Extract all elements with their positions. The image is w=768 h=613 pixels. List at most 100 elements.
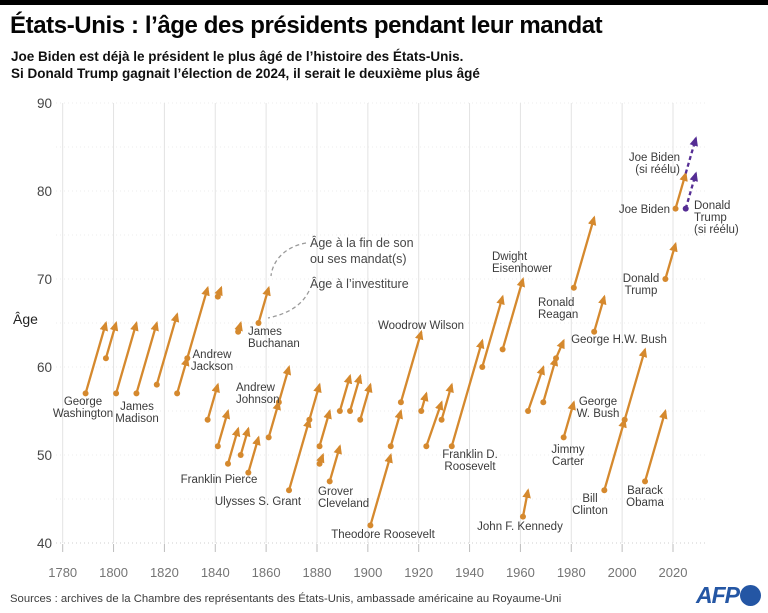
president-dot-ulysses-s-grant	[286, 487, 293, 494]
president-dot-harry-s-truman	[479, 364, 486, 370]
annotation-investiture: Âge à l’investiture	[310, 276, 409, 291]
president-dot-andrew-jackson	[184, 355, 191, 362]
president-arrow-james-madison	[135, 321, 159, 394]
y-tick-label: 90	[37, 96, 52, 111]
president-dot-george-washington	[82, 390, 89, 397]
president-dot-bill-clinton	[601, 487, 608, 494]
president-arrow-jimmy-carter	[562, 400, 576, 438]
president-arrow-james-k-polk	[226, 426, 241, 465]
president-label-james-madison: James Madison	[115, 401, 158, 425]
president-dot-thomas-jefferson	[113, 390, 120, 397]
president-dot-george-h-w-bush	[591, 328, 598, 335]
president-arrow-theodore-roosevelt	[369, 453, 393, 526]
x-tick-label: 1980	[557, 565, 586, 580]
president-dot-john-adams	[102, 355, 109, 362]
president-label-donald-trump: Donald Trump	[623, 273, 659, 297]
president-dot-james-buchanan	[255, 320, 262, 326]
top-border	[0, 0, 768, 5]
subtitle-line-1: Joe Biden est déjà le président le plus …	[11, 49, 464, 64]
president-dot-herbert-hoover	[438, 416, 445, 423]
president-arrow-andrew-jackson	[186, 285, 210, 359]
x-tick-label: 1840	[201, 565, 230, 580]
president-arrow-george-h-w-bush	[593, 294, 607, 333]
president-arrow-lyndon-b-johnson	[526, 365, 545, 412]
president-arrow-james-monroe	[155, 312, 180, 385]
president-dot-rutherford-b-hayes	[306, 416, 313, 423]
president-arrow-franklin-d-roosevelt	[450, 338, 485, 447]
president-arrow-andrew-johnson	[277, 365, 292, 403]
president-dot-william-mckinley	[357, 416, 364, 423]
president-dot-andrew-johnson	[275, 399, 282, 406]
president-dot-william-henry-harrison	[214, 293, 221, 300]
president-dot-franklin-pierce	[245, 469, 252, 476]
president-arrow-franklin-pierce	[247, 435, 261, 473]
president-label-jimmy-carter: Jimmy Carter	[551, 444, 584, 468]
x-tick-label: 1900	[353, 565, 382, 580]
president-dot-grover-cleveland	[326, 478, 333, 485]
president-dot-chester-a-arthur	[316, 443, 323, 450]
x-tick-label: 1780	[48, 565, 77, 580]
president-arrow-woodrow-wilson	[399, 329, 424, 403]
president-arrow-richard-nixon	[542, 356, 559, 403]
president-label-donald-trump-si-r-lu: Donald Trump (si réélu)	[694, 200, 739, 236]
y-axis-title: Âge	[13, 311, 38, 327]
president-dot-martin-van-buren	[204, 416, 211, 423]
president-dot-lyndon-b-johnson	[525, 408, 532, 414]
president-arrow-chester-a-arthur	[318, 409, 332, 447]
president-arrow-joe-biden	[674, 171, 688, 209]
president-dot-dwight-eisenhower	[499, 346, 506, 353]
y-tick-label: 40	[37, 536, 52, 551]
president-label-joe-biden: Joe Biden	[619, 204, 670, 216]
president-arrow-abraham-lincoln	[267, 400, 281, 438]
annotation-curve-end	[270, 242, 307, 277]
president-dot-franklin-d-roosevelt	[448, 443, 455, 450]
x-tick-label: 1960	[506, 565, 535, 580]
president-label-franklin-pierce: Franklin Pierce	[181, 474, 258, 486]
president-label-andrew-johnson: Andrew Johnson	[236, 382, 279, 406]
annotation-curve-start	[267, 290, 310, 319]
projection-arrow-joe-biden-si-r-lu	[684, 136, 698, 174]
president-arrow-john-tyler	[216, 409, 231, 447]
president-arrow-millard-fillmore	[239, 426, 251, 456]
president-arrow-donald-trump	[664, 241, 678, 280]
afp-globe-icon	[740, 585, 761, 606]
president-dot-james-monroe	[153, 381, 160, 388]
projection-arrow-donald-trump-si-r-lu	[684, 171, 698, 209]
president-label-joe-biden-si-r-lu: Joe Biden (si réélu)	[629, 152, 680, 176]
president-arrow-john-adams	[104, 321, 119, 359]
y-tick-label: 50	[37, 448, 52, 463]
y-tick-label: 80	[37, 184, 52, 199]
president-label-bill-clinton: Bill Clinton	[572, 493, 608, 517]
x-tick-label: 1800	[99, 565, 128, 580]
president-label-grover-cleveland: Grover Cleveland	[318, 486, 369, 510]
president-label-woodrow-wilson: Woodrow Wilson	[378, 320, 464, 332]
subtitle-line-2: Si Donald Trump gagnait l’élection de 20…	[11, 65, 480, 81]
president-arrow-william-mckinley	[359, 382, 373, 421]
president-label-theodore-roosevelt: Theodore Roosevelt	[331, 529, 435, 541]
president-dot-warren-g-harding	[418, 408, 425, 414]
president-dot-george-w-bush	[621, 416, 628, 423]
president-dot-abraham-lincoln	[265, 434, 272, 441]
president-label-george-h-w-bush: George H.W. Bush	[571, 334, 667, 346]
president-dot-jimmy-carter	[560, 434, 567, 441]
x-tick-label: 1880	[303, 565, 332, 580]
x-tick-label: 1820	[150, 565, 179, 580]
president-arrow-ronald-reagan	[572, 215, 597, 289]
president-dot-james-madison	[133, 390, 140, 397]
president-dot-woodrow-wilson	[397, 399, 404, 406]
x-tick-label: 2000	[608, 565, 637, 580]
president-arrow-thomas-jefferson	[114, 321, 139, 394]
projection-dot-donald-trump-si-r-lu	[682, 205, 689, 212]
president-dot-millard-fillmore	[237, 452, 244, 458]
x-tick-label: 1920	[404, 565, 433, 580]
president-dot-ronald-reagan	[570, 284, 577, 291]
president-label-george-w-bush: George W. Bush	[577, 396, 620, 420]
president-dot-john-tyler	[214, 443, 221, 450]
sources-note: Sources : archives de la Chambre des rep…	[10, 593, 562, 605]
president-dot-william-h-taft	[387, 443, 394, 450]
president-label-barack-obama: Barack Obama	[626, 485, 664, 509]
president-dot-barack-obama	[642, 478, 649, 485]
president-dot-gerald-ford	[553, 355, 560, 362]
president-label-james-buchanan: James Buchanan	[248, 326, 300, 350]
